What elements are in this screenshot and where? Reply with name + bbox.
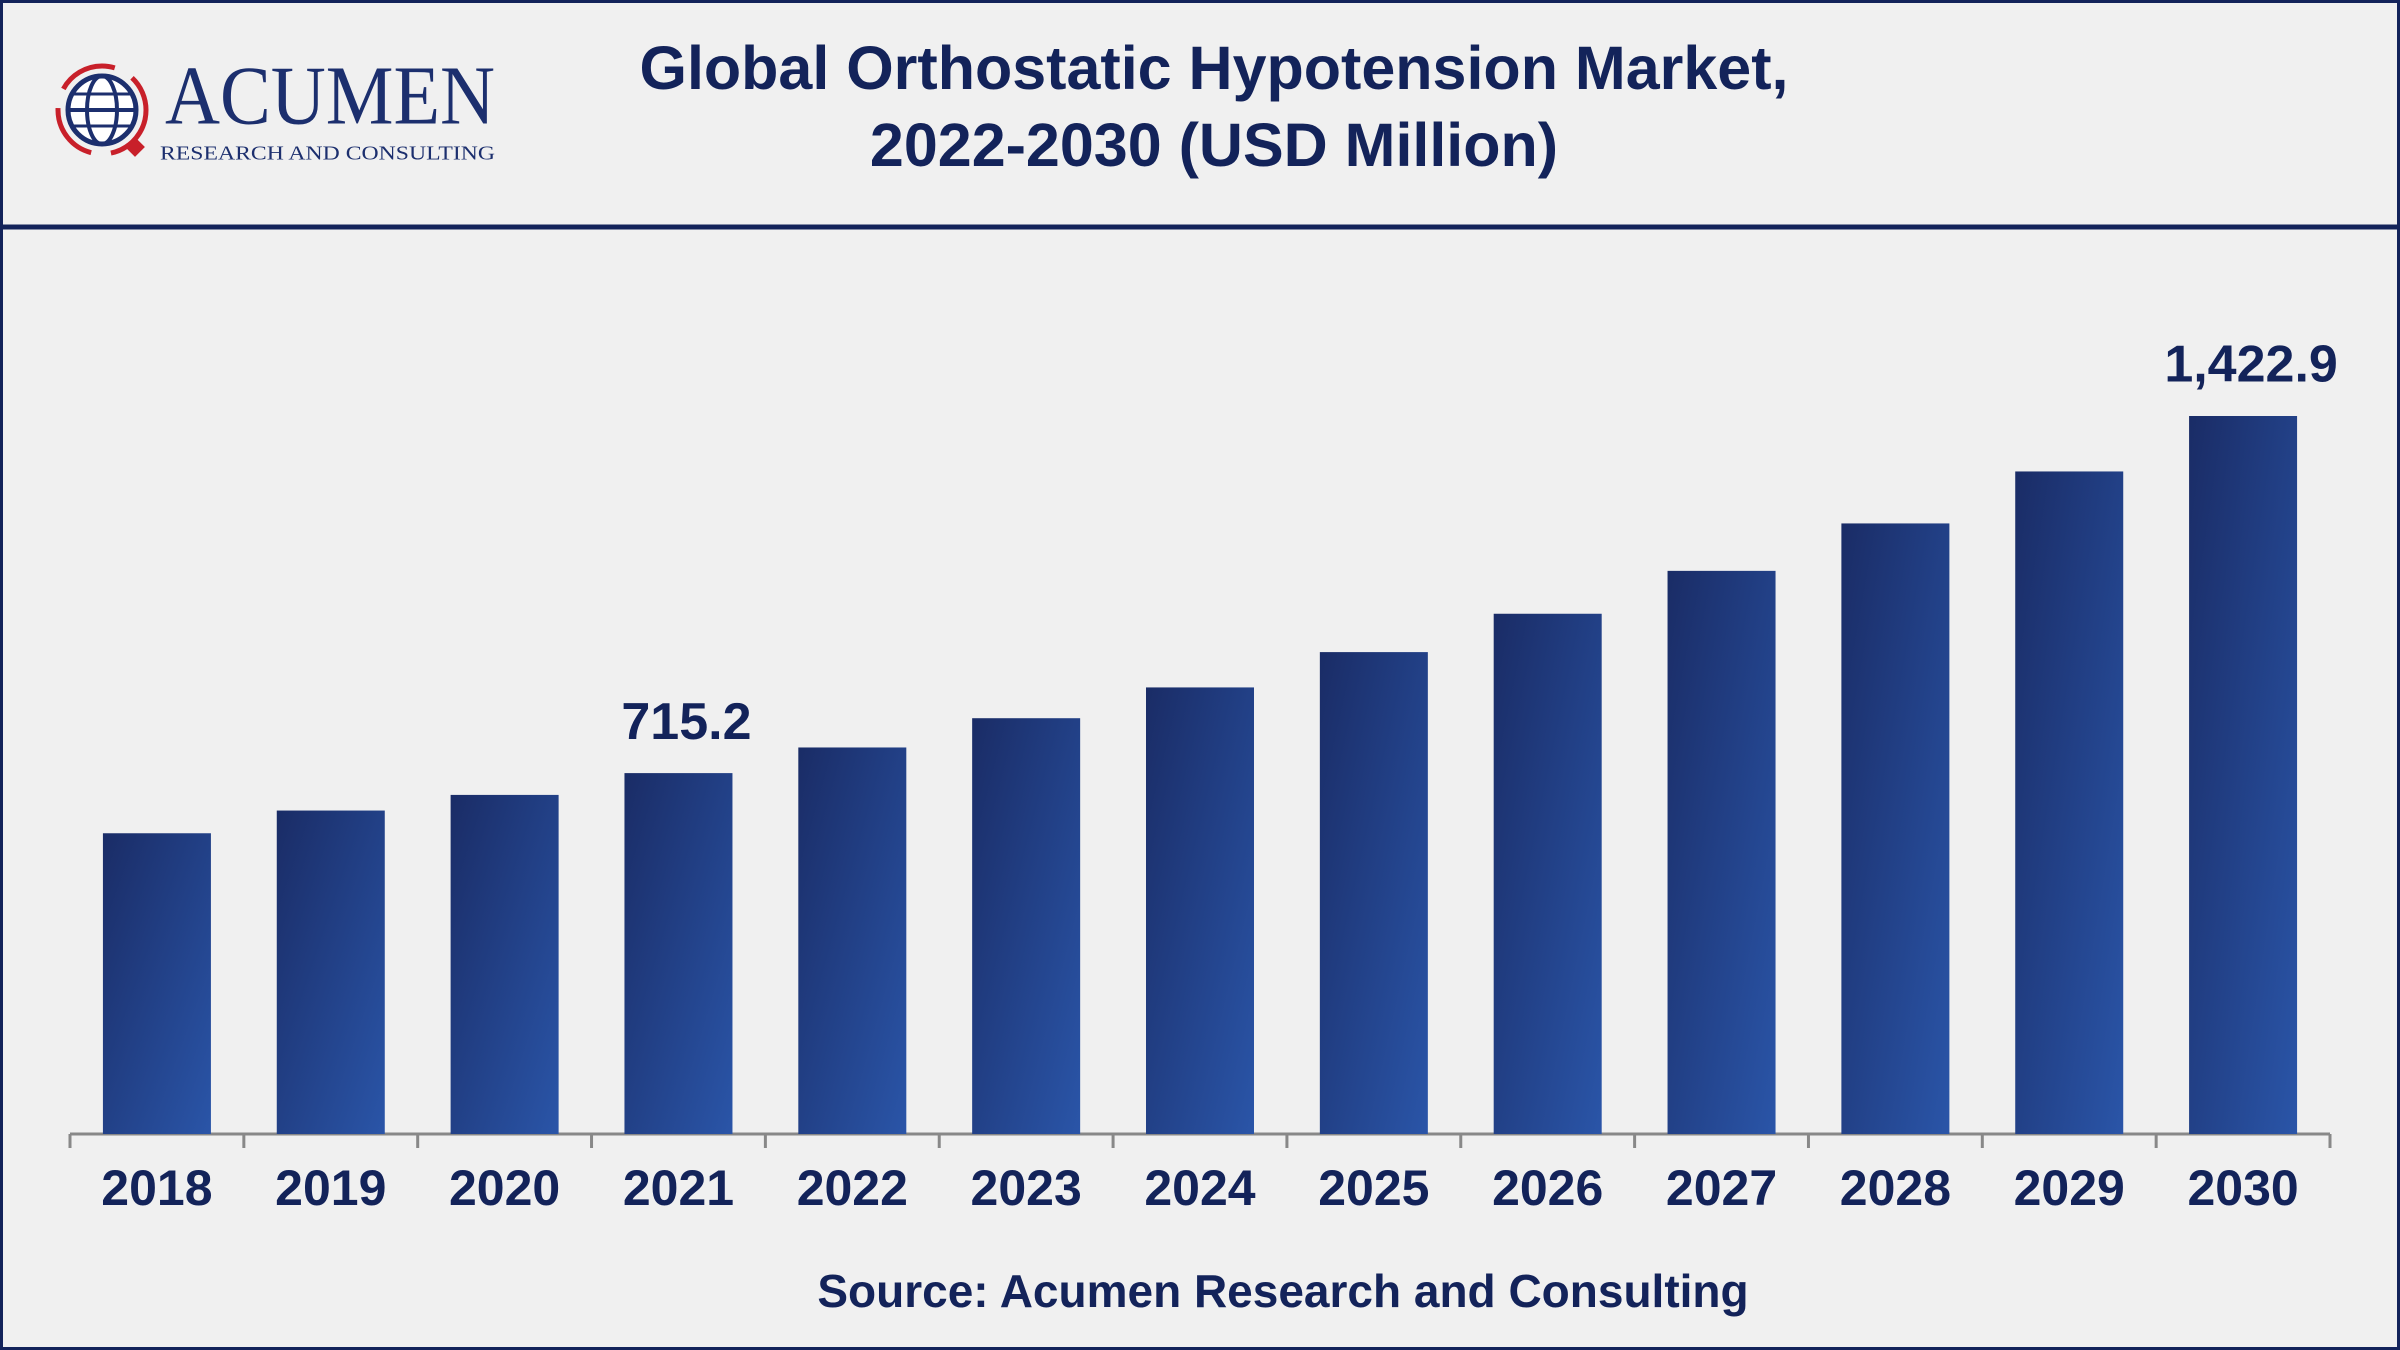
bar	[450, 794, 559, 1134]
x-tick-label: 2020	[449, 1160, 560, 1216]
x-tick-label: 2021	[623, 1160, 734, 1216]
logo-name: ACUMEN	[165, 49, 495, 142]
x-tick-label: 2022	[797, 1160, 908, 1216]
bar	[972, 718, 1081, 1134]
bar	[2015, 471, 2124, 1134]
x-tick-label: 2030	[2187, 1160, 2298, 1216]
bar	[1146, 687, 1254, 1134]
bar	[276, 810, 385, 1134]
bar	[1667, 570, 1776, 1134]
x-tick-label: 2027	[1666, 1160, 1777, 1216]
x-tick-label: 2026	[1492, 1160, 1603, 1216]
bar	[1319, 652, 1428, 1134]
bar	[624, 773, 733, 1134]
value-label: 1,422.9	[2164, 336, 2338, 394]
x-tick-label: 2023	[971, 1160, 1082, 1216]
chart-title: Global Orthostatic Hypotension Market,	[640, 34, 1789, 102]
bar	[1493, 613, 1602, 1134]
bar	[2189, 416, 2298, 1134]
bar	[102, 833, 211, 1134]
x-tick-label: 2024	[1144, 1160, 1255, 1216]
bar	[1841, 523, 1950, 1134]
x-tick-label: 2018	[101, 1160, 212, 1216]
bar	[798, 747, 907, 1134]
chart-title: 2022-2030 (USD Million)	[870, 111, 1558, 179]
value-label: 715.2	[621, 693, 751, 751]
logo: ACUMEN RESEARCH AND CONSULTING	[55, 49, 495, 165]
logo-ring	[55, 63, 149, 157]
x-tick-label: 2028	[1840, 1160, 1951, 1216]
logo-tagline: RESEARCH AND CONSULTING	[160, 143, 495, 165]
source: Source: Acumen Research and Consulting	[817, 1265, 1748, 1317]
x-tick-label: 2025	[1318, 1160, 1429, 1216]
x-tick-label: 2029	[2014, 1160, 2125, 1216]
x-tick-label: 2019	[275, 1160, 386, 1216]
